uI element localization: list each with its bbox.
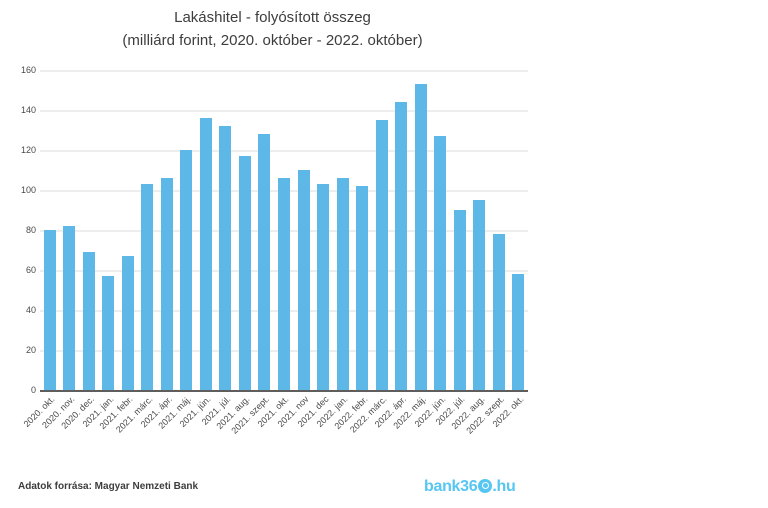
logo-prefix: bank36 xyxy=(424,478,478,495)
y-axis-tick-label: 0 xyxy=(30,385,36,395)
y-axis-labels: 0 20 40 60 80 100 120 140 160 xyxy=(0,0,36,508)
bar xyxy=(434,136,447,390)
bar xyxy=(82,252,95,390)
bar xyxy=(453,210,466,390)
bar xyxy=(160,178,173,390)
y-axis-tick-label: 120 xyxy=(20,145,36,155)
bar xyxy=(238,156,251,390)
bar xyxy=(375,120,388,390)
logo-circle-icon xyxy=(477,478,492,493)
bank360-logo: bank36 .hu xyxy=(424,478,516,496)
bar xyxy=(492,234,505,390)
y-axis-tick-label: 40 xyxy=(25,305,36,315)
bar xyxy=(278,178,290,390)
y-axis-tick-label: 60 xyxy=(25,265,36,275)
x-axis-labels: 2020. okt. 2020. nov. 2020. dec. 2021. jan.… xyxy=(22,394,528,454)
y-axis-tick-label: 20 xyxy=(25,345,36,355)
chart-title: Lakáshitel - folyósított összeg xyxy=(174,9,371,26)
bar xyxy=(43,230,56,390)
bar xyxy=(414,84,427,390)
chart-subtitle: (milliárd forint, 2020. október - 2022. … xyxy=(122,32,423,49)
bar xyxy=(473,200,486,390)
y-axis-tick-label: 160 xyxy=(20,65,36,75)
bar xyxy=(102,276,115,390)
bar xyxy=(356,186,369,390)
plot-area xyxy=(40,70,528,392)
y-axis-tick-label: 80 xyxy=(25,225,36,235)
logo-suffix: .hu xyxy=(492,478,516,495)
bar xyxy=(395,102,408,390)
bar xyxy=(258,134,271,390)
y-axis-tick-label: 100 xyxy=(20,185,36,195)
chart-title-block: Lakáshitel - folyósított összeg (milliár… xyxy=(0,6,545,52)
source-note: Adatok forrása: Magyar Nemzeti Bank xyxy=(18,481,199,492)
bar xyxy=(180,150,193,390)
bar xyxy=(121,256,134,390)
gridline xyxy=(40,70,528,72)
bar xyxy=(317,184,330,390)
gridline xyxy=(40,110,528,112)
logo-ring-detail xyxy=(481,482,489,489)
bar xyxy=(512,274,525,390)
bar xyxy=(199,118,212,390)
bar xyxy=(336,178,349,390)
bar xyxy=(63,226,76,390)
bar xyxy=(297,170,310,390)
y-axis-tick-label: 140 xyxy=(20,105,36,115)
bar xyxy=(141,184,154,390)
gridline xyxy=(40,150,528,152)
bar xyxy=(219,126,232,390)
